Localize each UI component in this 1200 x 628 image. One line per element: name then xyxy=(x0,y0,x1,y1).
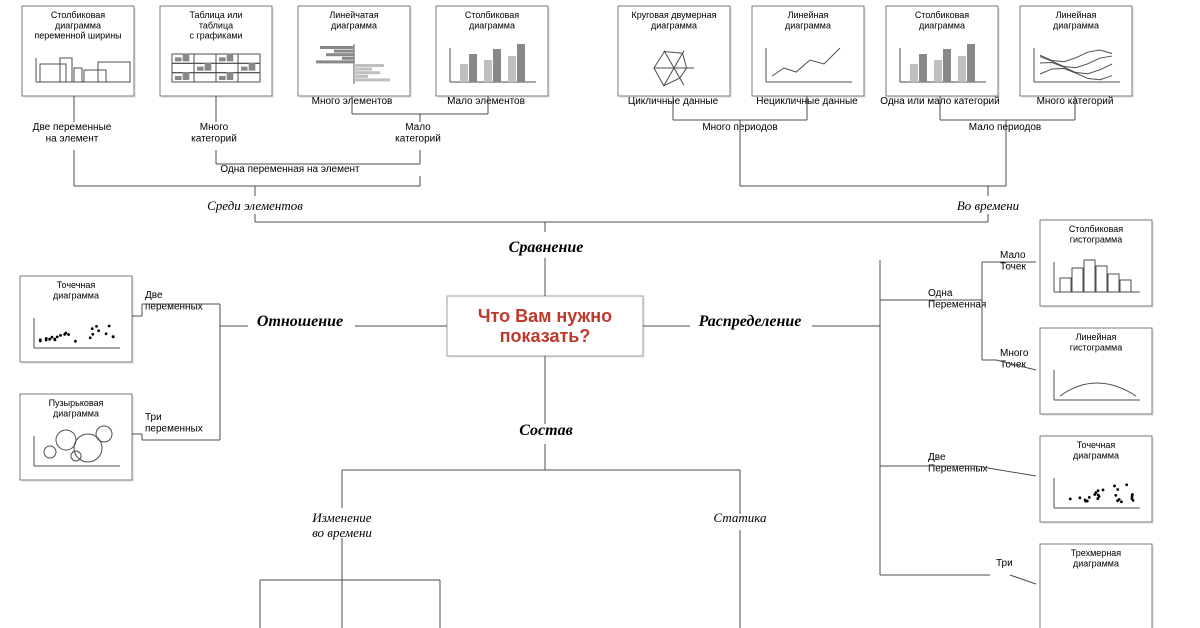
connectors xyxy=(74,96,1075,628)
thumb-hist-line: Линейнаягистограмма xyxy=(1040,328,1154,416)
thumb-title: Линейнаягистограмма xyxy=(1070,332,1123,352)
thumb-title: Пузырьковаядиаграмма xyxy=(49,398,104,418)
thumb-title: Столбиковаягистограмма xyxy=(1069,224,1123,244)
thumb-vbar2: Столбиковаядиаграмма xyxy=(886,6,1000,98)
thumb-hist-bar: Столбиковаягистограмма xyxy=(1040,220,1154,308)
label-relation: Отношение xyxy=(257,313,343,330)
label-over_time: Во времени xyxy=(957,198,1020,213)
thumb-title: Линейнаядиаграмма xyxy=(785,10,831,30)
label-few_categories: Малокатегорий xyxy=(395,122,441,145)
thumb-title: Трехмернаядиаграмма xyxy=(1071,548,1121,568)
thumb-title: Столбиковаядиаграмма xyxy=(915,10,969,30)
thumb-bubble: Пузырьковаядиаграмма xyxy=(20,394,134,482)
thumb-title: Линейчатаядиаграмма xyxy=(329,10,378,30)
label-two_vars_per_elem: Две переменныена элемент xyxy=(33,122,112,145)
label-three_variables: Трипеременных xyxy=(145,412,203,435)
label-composition: Состав xyxy=(519,422,572,439)
label-many_categories: Многокатегорий xyxy=(191,122,237,145)
label-change_over_time: Изменениево времени xyxy=(311,510,372,540)
thumb-hbar: Линейчатаядиаграмма xyxy=(298,6,412,98)
label-compare: Сравнение xyxy=(509,239,584,256)
label-three_partial: Три xyxy=(996,558,1013,569)
center-question: Что Вам нужнопоказать? xyxy=(447,296,645,358)
thumb-table-charts: Таблица илитаблицас графиками xyxy=(160,6,274,98)
label-two_variables: Двепеременных xyxy=(145,290,203,313)
label-few_elements: Мало элементов xyxy=(447,96,525,107)
thumb-title: Точечнаядиаграмма xyxy=(1073,440,1119,460)
label-few_periods: Мало периодов xyxy=(969,122,1041,133)
thumb-title: Линейнаядиаграмма xyxy=(1053,10,1099,30)
center-line1: Что Вам нужно xyxy=(478,306,612,326)
thumb-var-width-bar: Столбиковаядиаграммапеременной ширины xyxy=(22,6,136,98)
thumb-title: Точечнаядиаграмма xyxy=(53,280,99,300)
thumb-title: Столбиковаядиаграмма xyxy=(465,10,519,30)
label-few_points: МалоТочек xyxy=(1000,250,1026,273)
label-distribution: Распределение xyxy=(698,313,802,330)
thumb-vbar: Столбиковаядиаграмма xyxy=(436,6,550,98)
thumb-line: Линейнаядиаграмма xyxy=(752,6,866,98)
label-two_variables_d: ДвеПеременных xyxy=(928,452,988,475)
thumb-scatter2: Точечнаядиаграмма xyxy=(1040,436,1154,524)
label-one_variable: ОднаПеременная xyxy=(928,288,986,311)
label-one_var_per_elem: Одна переменная на элемент xyxy=(220,164,360,175)
label-among_elements: Среди элементов xyxy=(207,198,303,213)
thumb-multiline: Линейнаядиаграмма xyxy=(1020,6,1134,98)
thumb-3d: Трехмернаядиаграмма xyxy=(1040,544,1154,628)
thumb-scatter: Точечнаядиаграмма xyxy=(20,276,134,364)
thumb-radar: Круговая двумернаядиаграмма xyxy=(618,6,732,98)
center-line2: показать? xyxy=(500,326,591,346)
